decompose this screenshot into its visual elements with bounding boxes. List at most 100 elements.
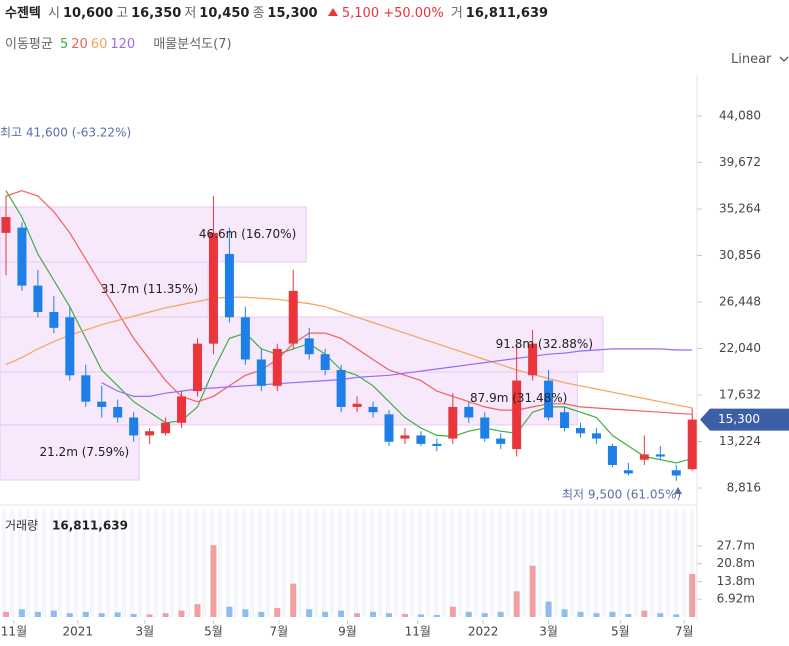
bg-stripe [74,510,78,617]
field-label: 종 [252,6,265,21]
candle-body [161,422,171,434]
bg-stripe [42,510,46,617]
bg-stripe [402,510,406,617]
candle-body [448,406,458,439]
candle-body [480,417,490,439]
x-tick-label: 2022 [468,625,499,639]
field-label: 고 [116,6,129,21]
bg-stripe [586,510,590,617]
volume-total: 16,811,639 [52,519,128,533]
candle-body [272,348,282,386]
volume-bar [194,604,201,617]
candle-body [576,428,586,434]
y-tick-label: 17,632 [719,388,761,402]
volume-bar [2,611,9,617]
y-tick-label: 20.8m [717,556,755,570]
bg-stripe [570,510,574,617]
volume-bar [114,612,121,617]
field-label: 거 [450,6,463,21]
bg-stripe [130,510,134,617]
bg-stripe [66,510,70,617]
bg-stripe [658,510,662,617]
ma-line [5,296,693,409]
legend-items: 5 20 60 120 [60,37,138,52]
x-tick-label: 7월 [675,625,694,639]
header: 수젠텍 시 10,600 고 16,350 저 10,450 종 15,300 5,100 +… [5,2,551,21]
candle-body [464,406,474,418]
candle-body [655,454,665,457]
bg-stripe [554,510,558,617]
volume-bar [545,601,552,617]
bg-stripe [226,510,230,617]
bg-stripe [106,510,110,617]
candle-body [560,412,570,429]
y-tick-label: 35,264 [719,202,761,216]
x-tick-label: 3월 [135,625,154,639]
candle-body [208,232,218,344]
candle-body [304,338,314,355]
x-tick-label: 2021 [63,625,94,639]
x-tick-label: 5월 [204,625,223,639]
volume-bar [210,545,217,617]
volume-bar [258,611,265,617]
legend-item: 20 [71,37,88,52]
volume-bar [226,606,233,617]
legend: 이동평균 5 20 60 120 매물분석도(7) [5,33,235,52]
candle-body [512,380,522,450]
candle-body [384,414,394,442]
bg-stripe [426,510,430,617]
bg-stripe [346,510,350,617]
stock-name: 수젠텍 [5,6,41,21]
volume-bar [401,613,408,617]
x-tick-label: 11월 [405,625,431,639]
bg-stripe [258,510,262,617]
candle-body [224,253,234,318]
bg-stripe [282,510,286,617]
volume-bar [641,610,648,617]
bg-stripe [642,510,646,617]
bg-stripe [266,510,270,617]
y-tick-label: 13,224 [719,434,761,448]
y-tick-label: 44,080 [719,109,761,123]
bg-stripe [26,510,30,617]
volume-bar [98,613,105,617]
field-value: 10,450 [199,6,250,21]
bg-stripe [530,510,534,617]
volume-bar [577,611,584,617]
y-tick-label: 6.92m [717,592,755,606]
bg-stripe [386,510,390,617]
volume-bar [338,610,345,617]
field-value: 16,811,639 [465,6,549,21]
bg-stripe [122,510,126,617]
y-tick-label: 8,816 [727,481,761,495]
scale-button[interactable]: Linear [731,52,789,67]
y-tick-label: 26,448 [719,295,761,309]
profile-toggle[interactable]: 매물분석도(7) [153,37,232,52]
bg-stripe [578,510,582,617]
bg-stripe [514,510,518,617]
caret [779,56,789,62]
plot [0,190,697,481]
profile-box [0,424,140,481]
candle-body [623,470,633,474]
volume-bar [673,614,680,617]
bg-stripe [242,510,246,617]
volume-bar [689,573,696,617]
candle-body [320,354,330,371]
legend-item: 120 [110,37,136,52]
bg-stripe [338,510,342,617]
bg-stripe [682,510,686,617]
bg-stripe [618,510,622,617]
candle-body [607,445,617,465]
volume-bar [82,611,89,617]
y-tick-label: 30,856 [719,248,761,262]
field-value: 16,350 [131,6,182,21]
volume-bar [625,613,632,617]
volume-bar [385,613,392,617]
candle-body [671,470,681,476]
candle-body [336,370,346,407]
bg-stripe [490,510,494,617]
bg-stripe [546,510,550,617]
candle-body [33,285,43,313]
